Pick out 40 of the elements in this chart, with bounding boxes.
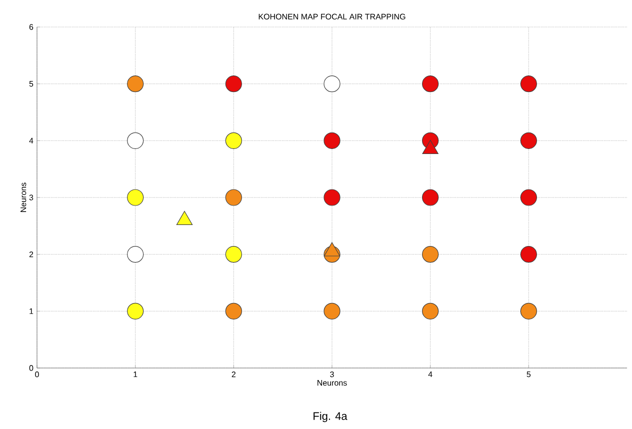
y-tick-label: 6 [29, 24, 34, 30]
point [422, 302, 439, 320]
y-tick-label: 1 [30, 308, 34, 314]
point [520, 132, 537, 149]
point [520, 302, 537, 320]
x-tick-label: 0 [35, 372, 39, 378]
point [127, 302, 144, 320]
x-axis-title: Neurons [318, 380, 347, 386]
point [127, 76, 144, 92]
y-axis-title: Neurons [20, 182, 26, 212]
point [225, 132, 242, 149]
point [422, 246, 439, 263]
x-tick-label: 1 [134, 372, 138, 378]
point [422, 76, 439, 92]
point [127, 189, 144, 206]
point [225, 246, 242, 263]
y-tick-label: 4 [29, 138, 34, 144]
y-tick-label: 5 [29, 81, 34, 87]
point [324, 76, 340, 92]
point [127, 246, 144, 263]
x-tick-label: 5 [526, 372, 531, 378]
y-tick-label: 2 [29, 252, 34, 258]
point [520, 246, 537, 263]
point [324, 302, 340, 320]
point [225, 189, 242, 206]
point [324, 132, 340, 149]
chart-title: KOHONEN MAP FOCAL AIR TRAPPING [258, 14, 406, 20]
point [324, 189, 340, 206]
point [520, 76, 537, 92]
y-tick-label: 0 [29, 365, 34, 371]
point [422, 189, 439, 206]
x-tick-label: 2 [232, 372, 236, 378]
point [127, 132, 144, 149]
point [225, 76, 242, 92]
y-tick-label: 3 [29, 194, 34, 200]
caption: Fig. 4a [314, 412, 348, 422]
x-tick-label: 4 [428, 372, 432, 378]
point [225, 302, 242, 320]
point [520, 189, 537, 206]
x-tick-label: 3 [330, 372, 334, 378]
